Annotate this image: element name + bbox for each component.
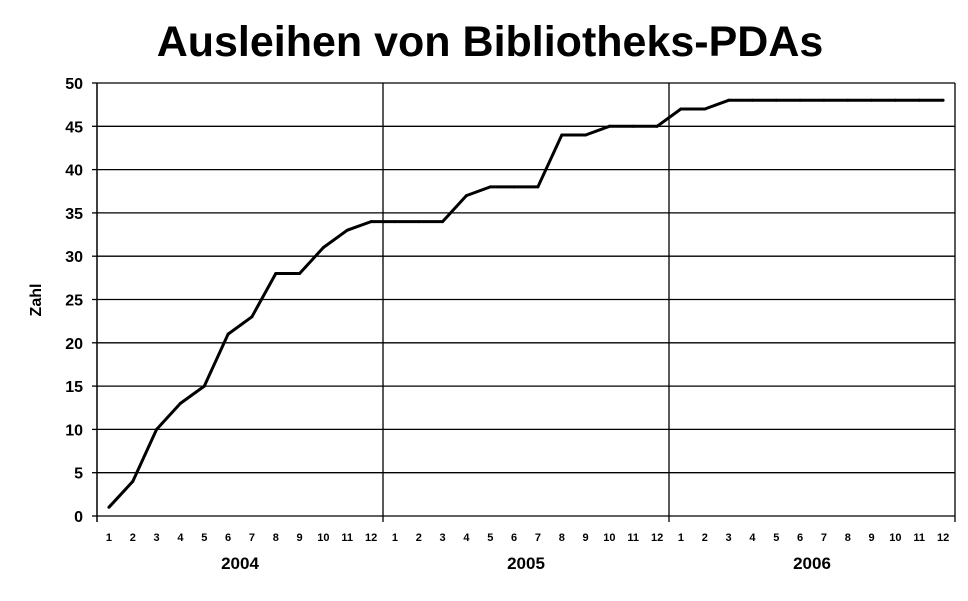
x-tick-label: 12	[365, 532, 377, 544]
data-point	[274, 272, 278, 275]
x-tick-label: 6	[797, 532, 803, 544]
x-tick-label: 5	[487, 532, 493, 544]
data-point	[345, 228, 349, 232]
data-point	[703, 107, 707, 111]
data-point	[655, 124, 659, 128]
year-label: 2004	[221, 554, 259, 573]
y-tick-label: 5	[74, 466, 83, 483]
x-tick-label: 8	[273, 532, 279, 544]
y-tick-label: 10	[65, 422, 83, 439]
x-tick-label: 1	[678, 532, 684, 544]
x-tick-label: 9	[297, 532, 303, 544]
x-tick-label: 12	[651, 532, 663, 544]
x-tick-label: 8	[845, 532, 851, 544]
data-point	[727, 98, 731, 102]
data-point	[107, 505, 111, 509]
x-tick-label: 10	[889, 532, 901, 544]
y-tick-label: 40	[65, 163, 83, 180]
data-point	[488, 185, 492, 189]
y-tick-label: 15	[65, 379, 83, 396]
x-tick-label: 9	[583, 532, 589, 544]
x-tick-label: 6	[511, 532, 517, 544]
x-tick-label: 2	[130, 532, 136, 544]
y-tick-label: 30	[65, 249, 83, 266]
x-tick-label: 3	[154, 532, 160, 544]
data-point	[870, 98, 874, 102]
x-tick-label: 4	[463, 532, 470, 544]
x-tick-label: 2	[702, 532, 708, 544]
data-point	[131, 479, 135, 483]
data-point	[464, 194, 468, 198]
y-tick-label: 45	[65, 119, 83, 136]
x-tick-label: 11	[913, 532, 925, 544]
chart-title: Ausleihen von Bibliotheks-PDAs	[156, 18, 824, 66]
x-tick-label: 3	[726, 532, 732, 544]
x-tick-label: 8	[559, 532, 565, 544]
data-point	[321, 246, 325, 249]
data-point	[941, 98, 945, 102]
x-tick-label: 9	[869, 532, 875, 544]
data-point	[679, 107, 683, 111]
data-point	[631, 124, 635, 128]
data-point	[798, 98, 802, 102]
data-point	[369, 220, 373, 224]
data-point	[250, 315, 254, 319]
x-tick-label: 2	[416, 532, 422, 544]
x-tick-label: 12	[937, 532, 949, 544]
x-tick-label: 7	[535, 532, 541, 544]
data-line	[107, 98, 944, 509]
y-axis-label: Zahl	[28, 284, 45, 317]
data-point	[178, 401, 182, 405]
y-tick-label: 25	[65, 293, 83, 310]
data-point	[417, 220, 421, 224]
data-point	[917, 98, 921, 102]
x-tick-label: 5	[773, 532, 779, 544]
x-tick-label: 1	[106, 532, 112, 544]
x-tick-label: 10	[317, 532, 329, 544]
data-point	[822, 98, 826, 102]
data-point	[512, 185, 516, 189]
data-point	[846, 98, 850, 102]
y-tick-label: 50	[65, 76, 83, 93]
x-tick-label: 3	[440, 532, 446, 544]
x-tick-label: 7	[821, 532, 827, 544]
data-point	[226, 332, 230, 336]
x-tick-label: 4	[177, 532, 184, 544]
year-label: 2006	[793, 554, 831, 573]
data-point	[584, 133, 588, 137]
y-tick-label: 20	[65, 336, 83, 353]
data-point	[893, 98, 897, 102]
x-tick-label: 6	[225, 532, 231, 544]
x-tick-label: 1	[392, 532, 398, 544]
data-point	[393, 220, 397, 224]
x-tick-label: 4	[749, 532, 756, 544]
data-point	[750, 98, 754, 102]
x-tick-label: 11	[341, 532, 353, 544]
year-label: 2005	[507, 554, 545, 573]
data-point	[774, 98, 778, 102]
data-point	[441, 220, 445, 224]
x-tick-label: 10	[603, 532, 615, 544]
data-point	[202, 384, 206, 388]
data-point	[536, 185, 540, 189]
data-point	[560, 133, 564, 137]
y-tick-label: 0	[74, 509, 83, 526]
data-point	[298, 272, 302, 275]
x-tick-label: 5	[201, 532, 207, 544]
data-point	[155, 427, 159, 431]
data-point	[607, 124, 611, 128]
y-tick-label: 35	[65, 206, 83, 223]
x-tick-label: 11	[627, 532, 639, 544]
x-tick-label: 7	[249, 532, 255, 544]
